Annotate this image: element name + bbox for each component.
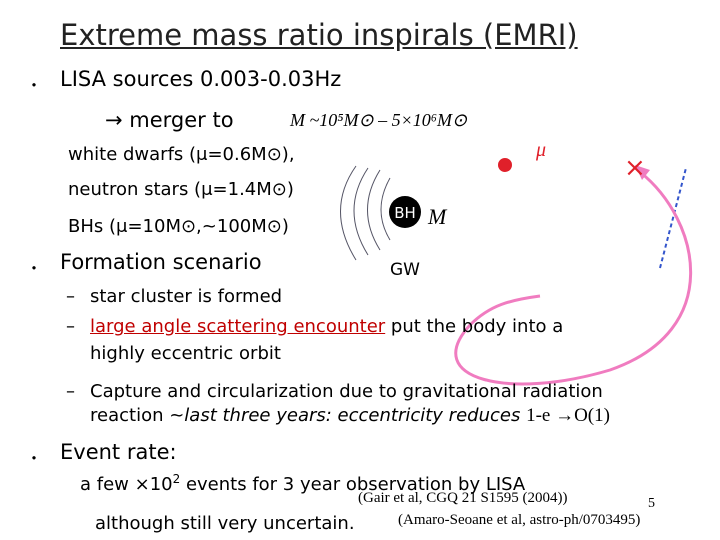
- item-text: star cluster is formed: [90, 286, 283, 307]
- citation: (Amaro-Seoane et al, astro-ph/0703495): [398, 512, 641, 528]
- bullet-dot: ・: [26, 76, 43, 95]
- cross: ×: [624, 153, 646, 183]
- title: Extreme mass ratio inspirals (EMRI): [60, 18, 578, 52]
- m-label: M: [427, 204, 448, 229]
- item-text: 1-e →O(1): [526, 405, 610, 426]
- bh: [389, 196, 421, 228]
- orbit: [454, 170, 693, 386]
- bullet-dot: ・: [26, 449, 43, 468]
- event-text: although still very uncertain.: [95, 513, 355, 534]
- arrow-head: [635, 165, 650, 180]
- page-number: 5: [648, 496, 655, 511]
- mass-range: M ~10⁵M⊙ – 5×10⁶M⊙: [290, 110, 468, 130]
- item-line: reaction ~last three years: eccentricity…: [90, 405, 610, 427]
- dash: –: [66, 381, 75, 402]
- item-line: large angle scattering encounter put the…: [90, 316, 563, 337]
- merger-text: → merger to: [105, 108, 234, 132]
- bullet-text: LISA sources 0.003-0.03Hz: [60, 67, 342, 91]
- bh-label: BH: [394, 204, 416, 222]
- bullet-text: Formation scenario: [60, 250, 262, 274]
- neutron-stars: neutron stars (μ=1.4M⊙): [68, 179, 294, 200]
- item-text: last three years: eccentricity reduces: [184, 405, 527, 426]
- bhs: BHs (μ=10M⊙,~100M⊙): [68, 216, 289, 237]
- mu-label: μ: [535, 139, 546, 161]
- item-text: put the body into a: [385, 316, 564, 337]
- item-text: Capture and circularization due to gravi…: [90, 381, 603, 402]
- bullet-text: Event rate:: [60, 440, 177, 464]
- event-line: a few ×102 events for 3 year observation…: [80, 472, 525, 495]
- dash: –: [66, 316, 75, 337]
- mu-dot: [498, 158, 512, 172]
- sup: 2: [172, 472, 181, 486]
- citation: (Gair et al, CGQ 21 S1595 (2004)): [358, 490, 568, 506]
- item-text: reaction ~: [90, 405, 185, 426]
- white-dwarfs: white dwarfs (μ=0.6M⊙),: [68, 144, 295, 165]
- gw-label: GW: [390, 260, 420, 280]
- item-text: highly eccentric orbit: [90, 343, 281, 364]
- bullet-dot: ・: [26, 259, 43, 278]
- text: events for 3 year observation by LISA: [180, 474, 526, 495]
- dash: –: [66, 286, 75, 307]
- highlight: large angle scattering encounter: [90, 316, 386, 337]
- gw-waves: [340, 165, 391, 261]
- trajectory: [659, 167, 687, 269]
- text: a few ×10: [80, 474, 173, 495]
